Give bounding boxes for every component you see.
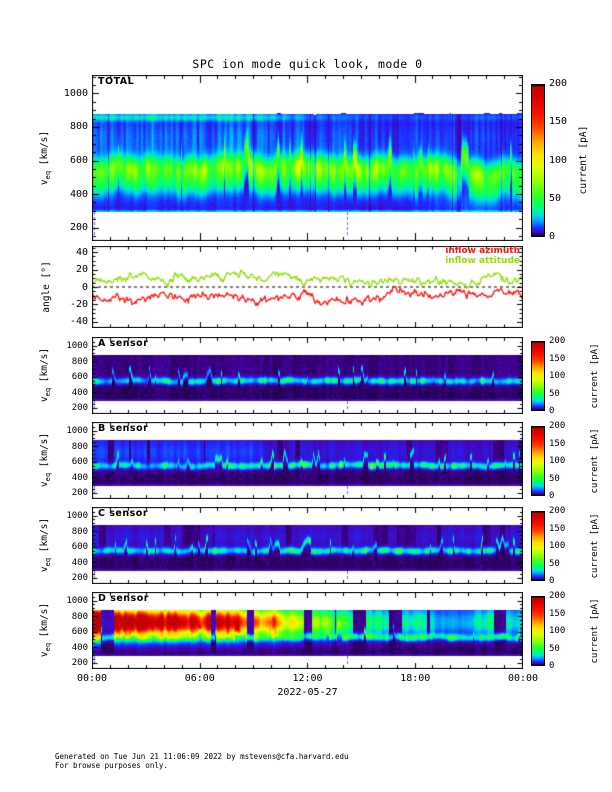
footer-browse-line: For browse purposes only.: [55, 761, 168, 770]
colorbar-tick-label: 100: [549, 541, 566, 551]
d-sensor-spectrogram-canvas: [92, 592, 523, 669]
colorbar-title-d: current [pA]: [590, 598, 600, 664]
panel-b-sensor-spectrogram: B sensor: [92, 422, 523, 499]
y-tick-label: 200: [71, 658, 88, 669]
panel-inflow-angles: inflow azimuth inflow attitude: [92, 246, 523, 328]
colorbar-tick-label: 0: [549, 661, 555, 671]
colorbar-tick-label: 100: [549, 154, 568, 166]
y-tick-label: 600: [71, 457, 88, 468]
c-sensor-spectrogram-canvas: [92, 507, 523, 584]
colorbar-tick-label: 50: [549, 558, 560, 569]
angle-lines-canvas: [92, 246, 523, 328]
colorbar-tick-label: 50: [549, 473, 560, 484]
panel-label-d-sensor: D sensor: [98, 593, 149, 604]
colorbar-total: [531, 84, 545, 237]
colorbar-title-total: current [pA]: [578, 125, 589, 195]
colorbar-tick-label: 50: [549, 192, 562, 204]
y-tick-label: 200: [71, 488, 88, 499]
legend-inflow-azimuth-label: inflow azimuth: [445, 246, 520, 256]
colorbar-tick-label: 100: [549, 456, 566, 466]
y-tick-label: -40: [69, 316, 88, 328]
panel-a-sensor-spectrogram: A sensor: [92, 337, 523, 414]
colorbar-tick-label: 200: [549, 78, 568, 89]
vlabel-sub: eq: [43, 170, 52, 180]
colorbar-tick-label: 0: [549, 491, 555, 501]
colorbar-c-sensor: [531, 511, 545, 581]
y-tick-label: 600: [71, 542, 88, 553]
x-tick-label-2: 12:00: [292, 673, 323, 684]
y-tick-label: 400: [71, 472, 88, 483]
y-tick-label: 1000: [66, 341, 88, 352]
y-tick-label: 800: [69, 121, 88, 133]
y-tick-label: 600: [71, 627, 88, 638]
y-tick-label: 200: [69, 222, 88, 234]
x-tick-label-1: 06:00: [184, 673, 215, 684]
y-tick-label: 200: [71, 573, 88, 584]
colorbar-tick-label: 50: [549, 643, 560, 654]
y-tick-label: 0: [81, 281, 88, 293]
colorbar-tick-label: 150: [549, 523, 566, 534]
a-sensor-spectrogram-canvas: [92, 337, 523, 414]
legend-inflow-attitude-label: inflow attitude: [445, 256, 520, 266]
colorbar-tick-label: 50: [549, 388, 560, 399]
colorbar-a-sensor: [531, 341, 545, 411]
figure-title: SPC ion mode quick look, mode 0: [192, 57, 423, 71]
x-tick-label-0: 00:00: [76, 673, 108, 684]
x-tick-label-3: 18:00: [400, 673, 431, 684]
y-tick-label: -20: [69, 298, 88, 310]
y-tick-label: 1000: [63, 87, 88, 99]
y-tick-label: 200: [71, 403, 88, 414]
y-tick-label: 800: [71, 441, 88, 452]
panel-label-a-sensor: A sensor: [98, 338, 149, 349]
colorbar-tick-label: 150: [549, 438, 566, 449]
colorbar-tick-label: 0: [549, 231, 556, 242]
colorbar-tick-label: 100: [549, 371, 566, 381]
footer-generated-line: Generated on Tue Jun 21 11:06:09 2022 by…: [55, 752, 349, 761]
panel-c-sensor-spectrogram: C sensor: [92, 507, 523, 584]
y-tick-label: 600: [69, 155, 88, 166]
vlabel-main: v: [39, 179, 50, 186]
colorbar-tick-label: 0: [549, 406, 555, 416]
colorbar-tick-label: 200: [549, 591, 566, 601]
total-spectrogram-canvas: [92, 75, 523, 241]
panel-d-sensor-spectrogram: D sensor: [92, 592, 523, 669]
y-tick-label: 20: [75, 264, 88, 276]
colorbar-tick-label: 150: [549, 353, 566, 364]
y-tick-label: 40: [75, 246, 88, 258]
panel-label-c-sensor: C sensor: [98, 508, 149, 519]
colorbar-tick-label: 150: [549, 116, 568, 128]
colorbar-tick-label: 200: [549, 336, 566, 346]
y-tick-label: 1000: [66, 511, 88, 522]
b-sensor-spectrogram-canvas: [92, 422, 523, 499]
y-tick-label: 400: [69, 188, 88, 200]
x-tick-label-4: 00:00: [507, 673, 539, 684]
colorbar-d-sensor: [531, 596, 545, 666]
colorbar-b-sensor: [531, 426, 545, 496]
y-tick-label: 400: [71, 642, 88, 653]
y-tick-label: 400: [71, 557, 88, 568]
panel-label-b-sensor: B sensor: [98, 423, 149, 434]
y-tick-label: 1000: [66, 426, 88, 437]
y-tick-label: 400: [71, 387, 88, 398]
x-axis-date-label: 2022-05-27: [277, 687, 338, 698]
panel-label-total: TOTAL: [98, 76, 135, 87]
colorbar-tick-label: 200: [549, 421, 566, 431]
colorbar-tick-label: 200: [549, 506, 566, 516]
colorbar-tick-label: 100: [549, 626, 566, 636]
angle-legend: inflow azimuth inflow attitude: [445, 246, 520, 266]
y-tick-label: 800: [71, 356, 88, 367]
y-tick-label: 600: [71, 372, 88, 383]
colorbar-tick-label: 150: [549, 608, 566, 619]
panel-total-spectrogram: TOTAL: [92, 75, 523, 241]
y-tick-label: 800: [71, 526, 88, 537]
colorbar-tick-label: 0: [549, 576, 555, 586]
y-tick-label: 800: [71, 611, 88, 622]
y-tick-label: 1000: [66, 596, 88, 607]
